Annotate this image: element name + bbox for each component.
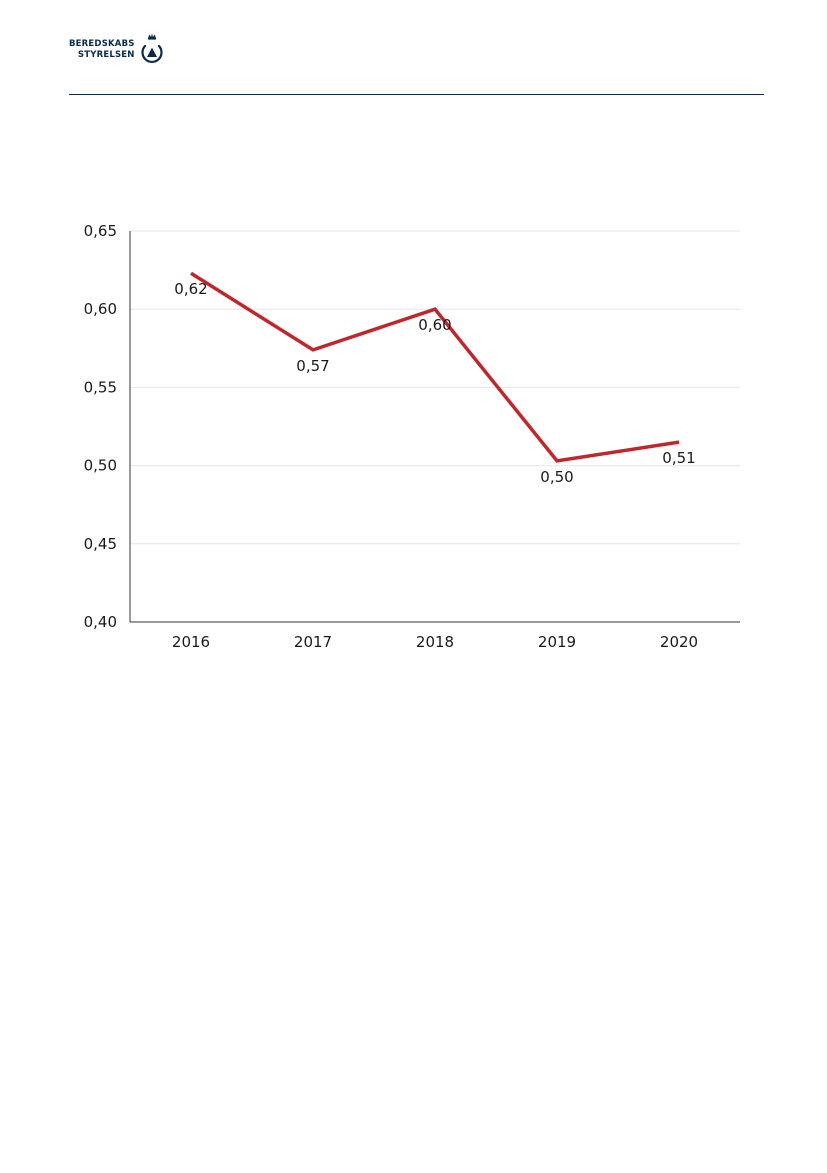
data-label: 0,50	[540, 468, 573, 486]
data-label: 0,60	[418, 316, 451, 334]
y-tick-label: 0,45	[84, 535, 117, 553]
y-tick-label: 0,55	[84, 378, 117, 396]
x-tick-label: 2018	[416, 633, 454, 651]
y-tick-label: 0,40	[84, 613, 117, 631]
x-tick-label: 2019	[538, 633, 576, 651]
y-tick-label: 0,50	[84, 457, 117, 475]
data-label: 0,57	[296, 357, 329, 375]
data-label: 0,62	[174, 280, 207, 298]
y-tick-label: 0,60	[84, 300, 117, 318]
x-tick-label: 2016	[172, 633, 210, 651]
data-label: 0,51	[662, 449, 695, 467]
y-tick-label: 0,65	[84, 222, 117, 240]
series-line	[191, 273, 679, 461]
x-tick-label: 2020	[660, 633, 698, 651]
x-tick-label: 2017	[294, 633, 332, 651]
